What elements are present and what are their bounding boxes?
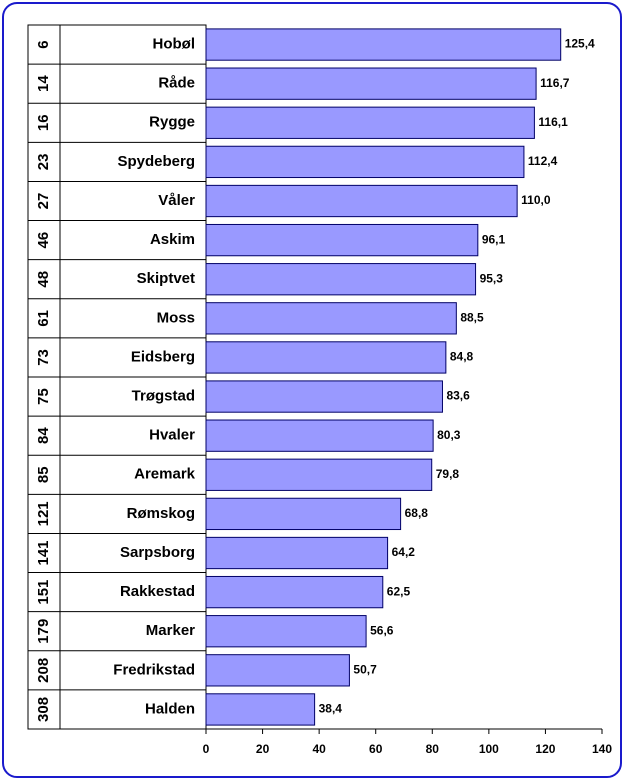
category-label: Marker (146, 622, 195, 639)
bar (205, 223, 479, 257)
rank-label: 179 (35, 619, 52, 644)
value-label: 116,7 (540, 76, 570, 90)
bar (205, 106, 535, 139)
category-label: Trøgstad (132, 388, 195, 405)
rank-label: 141 (35, 540, 52, 565)
category-label: Aremark (134, 466, 196, 483)
category-label: Sarpsborg (120, 544, 195, 561)
x-tick-label: 20 (256, 742, 270, 756)
rank-label: 23 (35, 154, 52, 171)
bar (205, 184, 518, 218)
bar (205, 145, 525, 179)
value-label: 64,2 (392, 545, 416, 559)
value-label: 95,3 (480, 271, 504, 285)
category-label: Fredrikstad (113, 661, 195, 678)
rank-label: 75 (35, 388, 52, 405)
rank-label: 14 (35, 75, 52, 92)
bar (205, 575, 384, 609)
category-label: Eidsberg (131, 348, 195, 365)
rank-label: 16 (35, 114, 52, 131)
bar (205, 263, 477, 296)
value-label: 62,5 (387, 584, 411, 598)
rank-label: 46 (35, 232, 52, 249)
x-tick-label: 80 (426, 742, 440, 756)
category-label: Våler (158, 192, 195, 209)
value-label: 83,6 (446, 389, 470, 403)
bar (205, 497, 402, 531)
x-tick-label: 0 (203, 742, 210, 756)
bar (205, 67, 537, 100)
rank-label: 151 (35, 580, 52, 605)
x-tick-label: 40 (312, 742, 326, 756)
value-label: 96,1 (482, 232, 506, 246)
category-label: Rømskog (127, 505, 195, 522)
x-tick-label: 100 (479, 742, 499, 756)
bar (205, 654, 350, 687)
bar (205, 380, 443, 413)
value-label: 50,7 (353, 663, 377, 677)
rank-label: 208 (35, 658, 52, 683)
rank-label: 6 (35, 40, 52, 48)
category-label: Råde (158, 75, 195, 92)
value-label: 79,8 (436, 467, 460, 481)
value-label: 56,6 (370, 623, 394, 637)
bar (205, 615, 367, 648)
rank-label: 308 (35, 697, 52, 722)
value-label: 88,5 (460, 311, 484, 325)
bar (205, 419, 434, 452)
rank-label: 73 (35, 349, 52, 366)
category-label: Spydeberg (117, 153, 195, 170)
rank-label: 85 (35, 466, 52, 483)
category-label: Moss (157, 309, 195, 326)
value-label: 125,4 (565, 37, 595, 51)
x-tick-label: 120 (535, 742, 555, 756)
value-label: 38,4 (319, 702, 343, 716)
value-label: 80,3 (437, 428, 461, 442)
category-label: Hobøl (153, 36, 196, 53)
rank-label: 48 (35, 271, 52, 288)
category-label: Halden (145, 700, 195, 717)
category-label: Askim (150, 231, 195, 248)
category-label: Rakkestad (120, 583, 195, 600)
category-label: Rygge (149, 114, 195, 131)
value-label: 110,0 (521, 193, 551, 207)
bar (205, 341, 447, 374)
bar (205, 536, 389, 570)
rank-label: 27 (35, 193, 52, 210)
rank-label: 61 (35, 310, 52, 327)
category-label: Skiptvet (137, 270, 195, 287)
x-tick-label: 140 (592, 742, 612, 756)
category-label: Hvaler (149, 427, 195, 444)
bar (205, 693, 316, 726)
bar (205, 458, 433, 491)
value-label: 116,1 (538, 115, 568, 129)
bar (205, 302, 457, 335)
value-label: 68,8 (405, 506, 429, 520)
bar (205, 28, 562, 61)
value-label: 112,4 (528, 154, 558, 168)
rank-label: 84 (35, 427, 52, 444)
value-label: 84,8 (450, 350, 474, 364)
x-tick-label: 60 (369, 742, 383, 756)
rank-label: 121 (35, 501, 52, 526)
